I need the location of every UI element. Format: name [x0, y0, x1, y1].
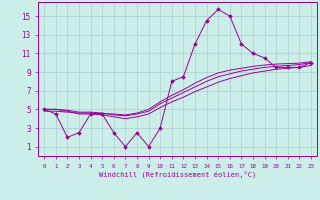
- X-axis label: Windchill (Refroidissement éolien,°C): Windchill (Refroidissement éolien,°C): [99, 170, 256, 178]
